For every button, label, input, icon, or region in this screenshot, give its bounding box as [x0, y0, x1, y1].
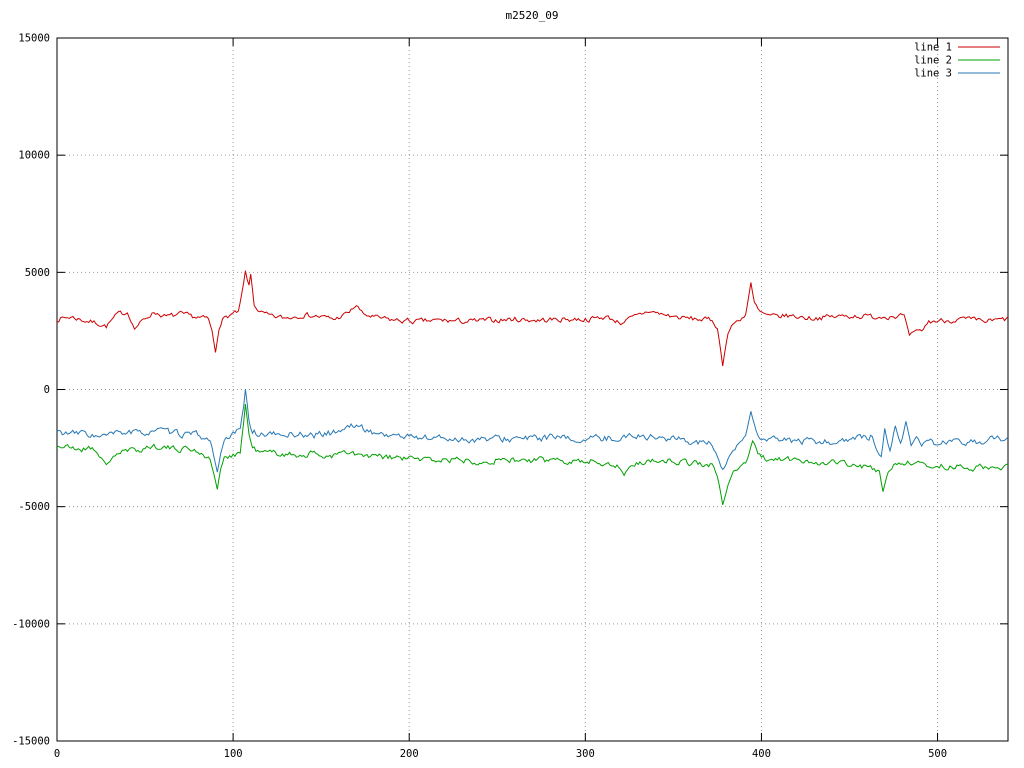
legend-label: line 1 [914, 42, 952, 54]
y-tick-label: -5000 [18, 501, 50, 513]
y-tick-label: -15000 [12, 736, 50, 748]
x-tick-label: 200 [400, 748, 419, 760]
x-tick-label: 300 [576, 748, 595, 760]
series-layer [56, 270, 1009, 505]
x-tick-label: 500 [928, 748, 947, 760]
x-tick-label: 0 [54, 748, 60, 760]
series-line-3 [56, 389, 1009, 473]
x-tick-label: 100 [224, 748, 243, 760]
y-tick-label: 10000 [18, 150, 50, 162]
grid-layer [57, 38, 1008, 741]
legend-label: line 3 [914, 68, 952, 80]
series-line-2 [56, 404, 1009, 505]
tick-layer [56, 37, 1008, 742]
y-tick-label: 5000 [25, 267, 50, 279]
chart-title: m2520_09 [506, 9, 559, 22]
legend-label: line 2 [914, 55, 952, 67]
y-tick-label: 15000 [18, 33, 50, 45]
axis-label-layer: 0 100 200 300 400 500 -15000 -10000 -5000 0 5000 10… [12, 33, 947, 761]
x-tick-label: 400 [752, 748, 771, 760]
y-tick-label: -10000 [12, 618, 50, 630]
y-tick-label: 0 [44, 384, 50, 396]
series-line-1 [56, 270, 1009, 367]
